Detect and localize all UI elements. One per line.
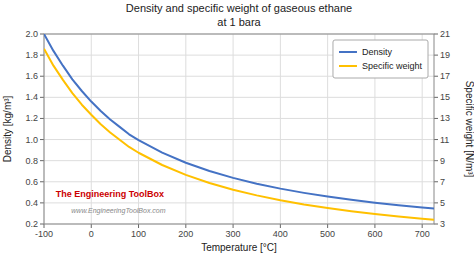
- y-tick: [40, 76, 44, 77]
- y2-tick: [434, 55, 438, 56]
- y2-tick-label: 11: [440, 135, 449, 145]
- x-tick-label: 200: [178, 229, 193, 239]
- legend-label: Specific weight: [362, 61, 423, 71]
- x-grid-line: [280, 34, 281, 224]
- y-tick: [40, 181, 44, 182]
- y2-tick-label: 13: [440, 113, 450, 123]
- x-tick: [233, 224, 234, 228]
- data: [44, 34, 434, 220]
- legend-box: [333, 40, 428, 78]
- legend: Density Specific weight: [333, 40, 428, 78]
- y-tick-label: 0.4: [25, 198, 38, 208]
- axes: -100 0 100 200 300 400 500 600 700 0.2 0.4 0.6 0.8 1.…: [25, 29, 450, 239]
- y2-tick-label: 15: [440, 92, 450, 102]
- y-grid-line: [44, 97, 434, 98]
- chart: Density and specific weight of gaseous e…: [0, 0, 474, 256]
- x-tick: [138, 224, 139, 228]
- x-axis-label: Temperature [°C]: [201, 242, 277, 253]
- y-tick: [40, 97, 44, 98]
- legend-swatch: [339, 65, 357, 67]
- y-tick: [40, 139, 44, 140]
- y2-tick: [434, 224, 438, 225]
- y-tick-label: 1.6: [25, 71, 38, 81]
- y2-tick-label: 21: [440, 29, 450, 39]
- x-tick-label: 100: [131, 229, 146, 239]
- y2-tick-label: 19: [440, 50, 450, 60]
- x-tick-label: -100: [35, 229, 53, 239]
- legend-label: Density: [362, 47, 393, 57]
- y-tick-label: 1.4: [25, 92, 38, 102]
- y-tick-label: 1.8: [25, 50, 38, 60]
- plot-frame: [44, 34, 434, 224]
- y-tick-label: 0.6: [25, 177, 38, 187]
- y-tick-label: 1.0: [25, 135, 38, 145]
- y-tick: [40, 118, 44, 119]
- y2-tick-label: 9: [440, 156, 445, 166]
- y2-tick: [434, 181, 438, 182]
- y-axis-label: Density [kg/m³]: [2, 95, 13, 162]
- x-tick: [374, 224, 375, 228]
- title: Density and specific weight of gaseous e…: [126, 2, 352, 14]
- y-tick: [40, 224, 44, 225]
- y2-tick-label: 3: [440, 219, 445, 229]
- legend-swatch: [339, 51, 357, 53]
- y2-tick: [434, 118, 438, 119]
- x-grid-line: [233, 34, 234, 224]
- y2-tick: [434, 202, 438, 203]
- y-grid-line: [44, 139, 434, 140]
- plot-area: [44, 34, 434, 224]
- x-tick-label: 600: [367, 229, 382, 239]
- y-tick-label: 2.0: [25, 29, 38, 39]
- x-tick: [91, 224, 92, 228]
- y2-tick: [434, 160, 438, 161]
- y-tick: [40, 55, 44, 56]
- y-tick-label: 0.2: [25, 219, 38, 229]
- y-grid-line: [44, 181, 434, 182]
- x-grid-line: [185, 34, 186, 224]
- y-grid-line: [44, 118, 434, 119]
- y-grid-line: [44, 160, 434, 161]
- series-line: [44, 34, 434, 208]
- x-tick-label: 0: [89, 229, 94, 239]
- y2-tick: [434, 76, 438, 77]
- x-tick-label: 300: [226, 229, 241, 239]
- y2-tick-label: 7: [440, 177, 445, 187]
- subtitle: at 1 bara: [217, 16, 261, 28]
- x-tick-label: 700: [415, 229, 430, 239]
- y2-tick: [434, 139, 438, 140]
- x-tick: [422, 224, 423, 228]
- y-tick-label: 1.2: [25, 113, 38, 123]
- y-tick: [40, 202, 44, 203]
- y-tick: [40, 160, 44, 161]
- annotation: www.EngineeringToolBox.com: [71, 207, 165, 215]
- y2-tick-label: 17: [440, 71, 450, 81]
- grid: [44, 34, 434, 224]
- x-tick: [280, 224, 281, 228]
- x-tick: [185, 224, 186, 228]
- y-tick: [40, 34, 44, 35]
- y2-tick-label: 5: [440, 198, 445, 208]
- y2-tick: [434, 34, 438, 35]
- y-tick-label: 0.8: [25, 156, 38, 166]
- x-tick-label: 500: [320, 229, 335, 239]
- y2-axis-label: Specific weight [N/m³]: [464, 81, 474, 178]
- y2-tick: [434, 97, 438, 98]
- x-tick: [44, 224, 45, 228]
- x-tick: [327, 224, 328, 228]
- annotation: The Engineering ToolBox: [56, 189, 164, 199]
- x-tick-label: 400: [273, 229, 288, 239]
